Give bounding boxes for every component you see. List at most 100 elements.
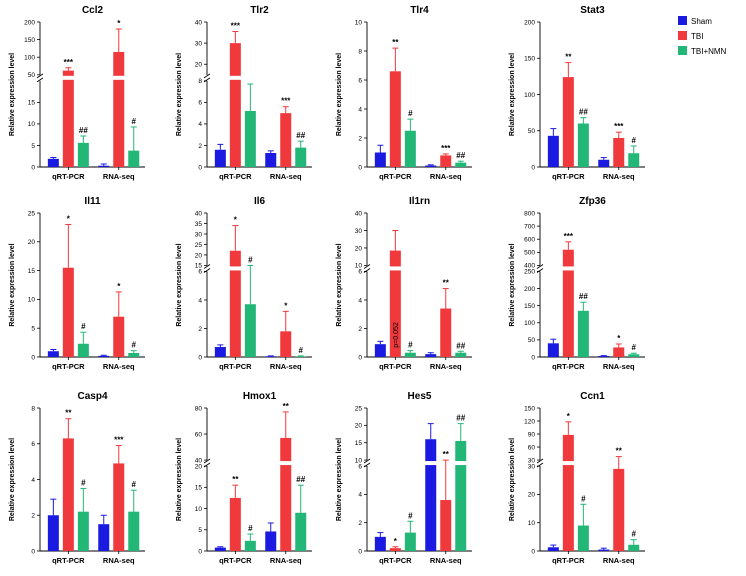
y-axis-label: Relative expression level (509, 243, 516, 326)
y-axis-label: Relative expression level (176, 53, 183, 136)
bar-tbi (440, 500, 452, 551)
significance-label: ## (579, 108, 588, 117)
bar-tbi-nmn (628, 544, 640, 551)
y-tick-label: 4 (358, 492, 362, 499)
y-tick-label: 0 (198, 164, 202, 171)
y-tick-label: 30 (195, 40, 203, 47)
axis-break-mark (36, 77, 44, 83)
bar-tbi (562, 434, 574, 551)
bar-tbi-nmn (77, 343, 89, 357)
legend-swatch (678, 31, 687, 40)
bar-tbi (113, 316, 125, 357)
y-tick-label: 20 (28, 239, 36, 246)
significance-label: ## (579, 292, 588, 301)
bar-tbi (62, 70, 74, 167)
significance-label: # (248, 524, 253, 533)
y-tick-label: 200 (24, 19, 35, 26)
y-tick-label: 6 (358, 77, 362, 84)
significance-label: ## (456, 341, 465, 350)
y-axis-label: Relative expression level (176, 438, 183, 521)
y-tick-label: 20 (195, 252, 203, 259)
y-tick-label: 0 (198, 354, 202, 361)
y-tick-label: 150 (524, 303, 535, 310)
significance-label: ** (443, 279, 450, 288)
bar-tbi-nmn (295, 512, 307, 551)
y-tick-label: 6 (31, 441, 35, 448)
y-tick-label: 0 (31, 548, 35, 555)
axis-break-mark (363, 458, 371, 464)
bar-tbi-nmn (295, 356, 307, 357)
y-tick-label: 10 (28, 297, 36, 304)
y-tick-label: 4 (31, 477, 35, 484)
significance-label: # (632, 530, 637, 539)
bar-tbi (613, 138, 625, 167)
x-category-label: qRT-PCR (52, 362, 85, 371)
panel-title: Zfp36 (579, 196, 606, 207)
y-tick-label: 0 (531, 164, 535, 171)
legend-swatch (678, 46, 687, 55)
y-tick-label: 40 (195, 210, 203, 217)
axis-break-mark (536, 458, 544, 464)
axis-break-mark (363, 264, 371, 269)
bar-tbi (613, 468, 625, 551)
panel-title: Casp4 (77, 391, 107, 402)
y-tick-label: 2 (358, 520, 362, 527)
y-tick-label: 30 (528, 457, 536, 464)
bar-tbi (113, 51, 125, 167)
y-tick-label: 120 (524, 418, 535, 425)
y-tick-label: 100 (24, 55, 35, 62)
legend: Sham TBI TBI+NMN (678, 16, 727, 56)
significance-label: # (408, 341, 413, 350)
x-category-label: qRT-PCR (219, 362, 252, 371)
bar-tbi (613, 347, 625, 357)
significance-label: # (632, 136, 637, 145)
y-tick-label: 25 (195, 242, 203, 249)
y-tick-label: 20 (195, 463, 203, 470)
significance-label: * (67, 215, 71, 224)
x-category-label: RNA-seq (430, 362, 462, 371)
bar-tbi (280, 437, 292, 551)
bar-break-gap (228, 266, 242, 271)
bar-break-gap (112, 75, 126, 80)
significance-label: # (132, 341, 137, 350)
y-tick-label: 0 (31, 164, 35, 171)
y-tick-label: 0 (531, 548, 535, 555)
significance-label: ## (456, 151, 465, 160)
y-tick-label: 15 (195, 263, 203, 270)
bar-break-gap (561, 266, 575, 271)
axis-break-mark (203, 462, 211, 468)
panel-title: Ccl2 (82, 5, 104, 16)
bar-sham (598, 159, 610, 167)
bar-tbi-nmn (128, 352, 140, 357)
bar-tbi-nmn (77, 142, 89, 167)
significance-label: # (132, 480, 137, 489)
y-tick-label: 150 (24, 37, 35, 44)
significance-label: ** (565, 53, 572, 62)
axis-break-mark (536, 462, 544, 468)
bar-tbi-nmn (244, 540, 256, 551)
y-tick-label: 30 (528, 463, 536, 470)
bar-tbi (389, 250, 401, 357)
bar-sham (425, 354, 437, 357)
panel-title: Il11 (84, 196, 101, 207)
significance-label: * (234, 216, 238, 225)
bar-tbi (562, 77, 574, 167)
bar-sham (98, 165, 110, 167)
y-tick-label: 10 (28, 121, 36, 128)
significance-label: *** (441, 144, 451, 153)
significance-label: # (81, 478, 86, 487)
bar-tbi-nmn (455, 162, 467, 167)
significance-label: ** (616, 447, 623, 456)
significance-label: p=0.052 (393, 322, 400, 348)
bar-tbi (562, 249, 574, 357)
x-category-label: RNA-seq (430, 556, 462, 565)
y-tick-label: 200 (524, 19, 535, 26)
y-tick-label: 2 (358, 135, 362, 142)
x-category-label: qRT-PCR (552, 556, 585, 565)
bar-sham (547, 547, 559, 551)
panel-title: Tlr2 (250, 5, 269, 16)
y-tick-label: 2 (198, 143, 202, 150)
bar-break-gap (61, 75, 75, 80)
y-tick-label: 60 (195, 431, 203, 438)
